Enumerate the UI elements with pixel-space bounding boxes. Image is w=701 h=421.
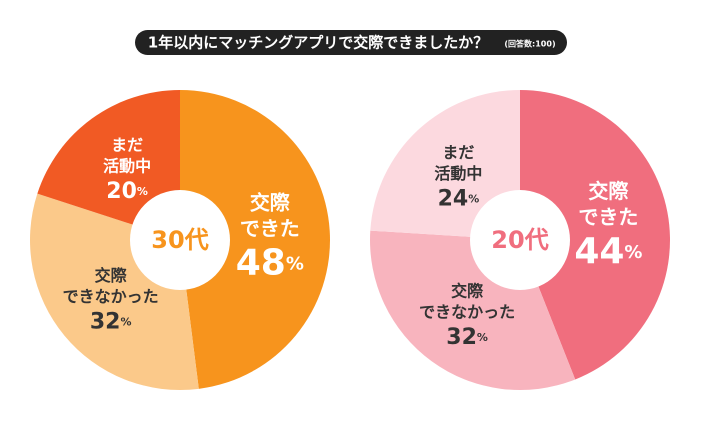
pie-center-label: 30代: [151, 226, 208, 254]
pie-center-label: 20代: [491, 226, 548, 254]
chart-subtitle: (回答数:100): [504, 39, 555, 49]
slice-label: まだ活動中: [103, 135, 151, 175]
title-bar: [135, 30, 567, 55]
slice-label: 交際できなかった: [419, 281, 515, 321]
chart-title: 1年以内にマッチングアプリで交際できましたか？: [148, 34, 488, 52]
pie-slice: [370, 90, 520, 240]
slice-value-label: 32%: [90, 309, 132, 334]
slice-label: まだ活動中: [434, 142, 482, 182]
slice-value-label: 48%: [236, 242, 304, 283]
slice-value-label: 24%: [438, 186, 480, 211]
slice-value-label: 44%: [574, 231, 642, 272]
slice-label: 交際できた: [578, 179, 638, 229]
slice-value-label: 32%: [446, 325, 488, 350]
pie-slice: [180, 90, 331, 389]
slice-label: 交際できた: [240, 190, 300, 240]
slice-label: 交際できなかった: [63, 265, 159, 305]
slice-value-label: 20%: [106, 179, 148, 204]
pie-slice: [520, 90, 671, 380]
pie-slice: [37, 90, 180, 240]
pie-hole: [470, 190, 570, 290]
pie-hole: [130, 190, 230, 290]
